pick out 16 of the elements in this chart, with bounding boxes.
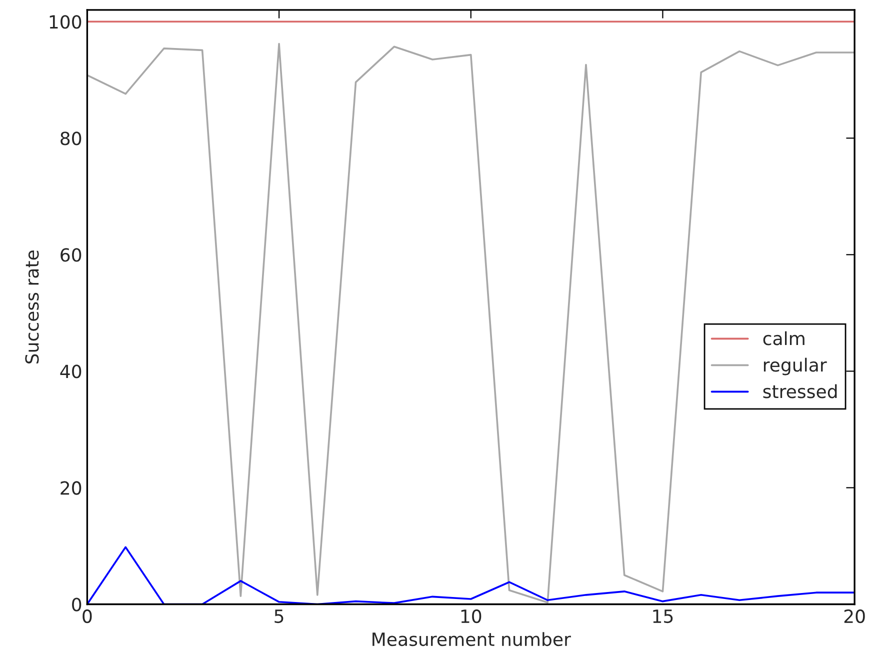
y-tick-label: 20 [60,481,82,495]
y-tick-label: 60 [60,248,82,262]
legend-label: calm [763,331,804,346]
y-tick-label: 0 [72,598,82,612]
x-axis-title: Measurement number [372,632,571,646]
y-tick-label: 40 [60,364,82,378]
legend-label: stressed [763,384,837,398]
x-tick-label: 0 [82,609,92,624]
x-tick-label: 10 [461,609,482,624]
x-tick-label: 5 [274,610,284,624]
legend-label: regular [764,358,827,376]
x-tick-label: 20 [844,609,865,624]
y-tick-label: 80 [60,132,82,146]
y-axis-title: Success rate [25,250,39,364]
x-tick-label: 15 [653,610,673,624]
y-tick-label: 100 [50,15,82,29]
